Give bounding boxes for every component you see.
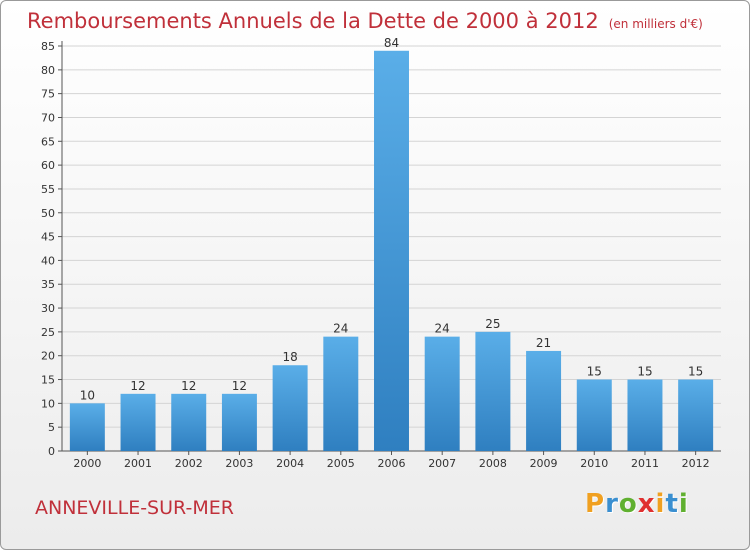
data-label: 15 (688, 365, 703, 379)
y-tick-label: 85 (41, 40, 55, 53)
data-label: 84 (384, 36, 399, 50)
data-label: 12 (232, 379, 247, 393)
data-label: 10 (80, 388, 95, 402)
logo-letter: i (655, 489, 666, 519)
bar (272, 365, 308, 451)
data-label: 15 (637, 365, 652, 379)
bar (475, 331, 511, 451)
data-label: 12 (181, 379, 196, 393)
bar (576, 379, 612, 451)
bar (171, 393, 207, 451)
x-tick-label: 2011 (631, 457, 659, 470)
chart-title-text: Remboursements Annuels de la Dette de 20… (27, 9, 599, 33)
y-tick-label: 65 (41, 135, 55, 148)
bar (323, 336, 359, 451)
x-tick-label: 2006 (378, 457, 406, 470)
y-tick-label: 35 (41, 278, 55, 291)
data-label: 18 (282, 350, 297, 364)
x-tick-label: 2005 (327, 457, 355, 470)
y-tick-label: 60 (41, 159, 55, 172)
data-label: 12 (130, 379, 145, 393)
bar (374, 50, 409, 451)
chart-unit-label: (en milliers d'€) (608, 17, 703, 31)
bar (69, 403, 105, 451)
x-tick-label: 2007 (428, 457, 456, 470)
bar (120, 393, 156, 451)
x-tick-label: 2008 (479, 457, 507, 470)
chart-title: Remboursements Annuels de la Dette de 20… (27, 9, 703, 33)
y-tick-label: 45 (41, 231, 55, 244)
y-tick-label: 50 (41, 207, 55, 220)
y-tick-label: 75 (41, 88, 55, 101)
x-tick-label: 2010 (580, 457, 608, 470)
data-label: 21 (536, 336, 551, 350)
x-tick-label: 2000 (73, 457, 101, 470)
y-tick-label: 70 (41, 111, 55, 124)
bar (526, 350, 562, 451)
commune-name: ANNEVILLE-SUR-MER (35, 497, 234, 519)
x-tick-label: 2012 (682, 457, 710, 470)
data-label: 25 (485, 317, 500, 331)
y-tick-label: 40 (41, 254, 55, 267)
bar (424, 336, 460, 451)
y-tick-label: 55 (41, 183, 55, 196)
data-label: 24 (435, 322, 450, 336)
logo-letter: i (678, 489, 689, 519)
y-tick-label: 0 (48, 445, 55, 458)
bar (627, 379, 663, 451)
x-tick-label: 2004 (276, 457, 304, 470)
x-tick-label: 2009 (530, 457, 558, 470)
bar (221, 393, 257, 451)
bar (678, 379, 714, 451)
data-label: 24 (333, 322, 348, 336)
y-tick-label: 80 (41, 64, 55, 77)
logo-letter: r (605, 489, 619, 519)
y-tick-label: 10 (41, 397, 55, 410)
y-tick-label: 25 (41, 326, 55, 339)
x-tick-label: 2002 (175, 457, 203, 470)
y-tick-label: 20 (41, 350, 55, 363)
logo-letter: o (618, 489, 638, 519)
proxiti-logo: Proxiti (585, 489, 689, 519)
y-tick-label: 30 (41, 302, 55, 315)
logo-letter: t (665, 489, 679, 519)
logo-letter: x (637, 489, 656, 519)
y-tick-label: 15 (41, 374, 55, 387)
logo-letter: P (585, 489, 606, 519)
x-tick-label: 2001 (124, 457, 152, 470)
data-label: 15 (587, 365, 602, 379)
x-tick-label: 2003 (225, 457, 253, 470)
y-tick-label: 5 (48, 421, 55, 434)
